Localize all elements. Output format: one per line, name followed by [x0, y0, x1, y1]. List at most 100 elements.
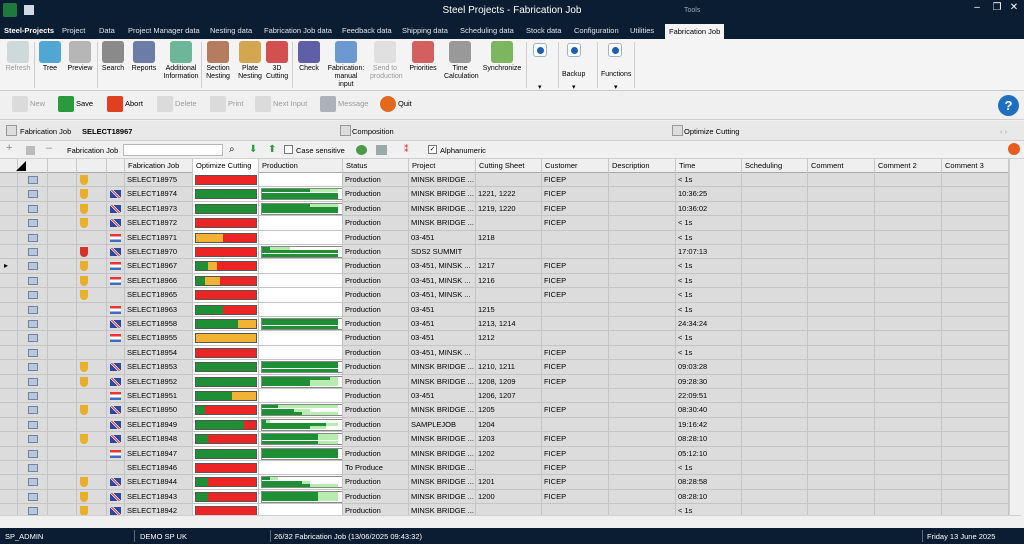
- table-row[interactable]: SELECT18950 Production MINSK BRIDGE ... 120…: [0, 403, 1009, 418]
- cutting-sheet-cell[interactable]: [476, 345, 542, 360]
- description-cell[interactable]: [609, 245, 676, 259]
- time-cell[interactable]: 09:28:30: [676, 374, 742, 388]
- production-cell[interactable]: [259, 273, 343, 288]
- production-cell[interactable]: [259, 446, 343, 460]
- ribbon-additional-information-button[interactable]: Additional Information: [162, 41, 200, 81]
- production-cell[interactable]: [259, 187, 343, 201]
- production-cell[interactable]: [259, 360, 343, 374]
- time-cell[interactable]: < 1s: [676, 288, 742, 302]
- table-row[interactable]: SELECT18970 Production SDS2 SUMMIT 17:07:13: [0, 245, 1009, 260]
- optimize-cutting-cell[interactable]: [193, 374, 259, 388]
- description-cell[interactable]: [609, 475, 676, 489]
- comment-2-cell[interactable]: [875, 331, 942, 345]
- fabrication-job-cell[interactable]: SELECT18952: [125, 374, 193, 388]
- project-cell[interactable]: 03-451, MINSK ...: [409, 259, 476, 273]
- alphanumeric-checkbox[interactable]: ✓: [428, 145, 437, 154]
- add-row-icon[interactable]: +: [6, 142, 13, 154]
- production-cell[interactable]: [259, 374, 343, 388]
- comment-2-cell[interactable]: [875, 245, 942, 259]
- fabrication-job-cell[interactable]: SELECT18942: [125, 504, 193, 515]
- project-cell[interactable]: MINSK BRIDGE ...: [409, 475, 476, 489]
- customer-cell[interactable]: FICEP: [542, 374, 609, 388]
- table-row[interactable]: SELECT18955 Production 03-451 1212 < 1s: [0, 331, 1009, 346]
- production-cell[interactable]: [259, 331, 343, 345]
- status-cell[interactable]: Production: [343, 331, 409, 345]
- time-cell[interactable]: < 1s: [676, 461, 742, 475]
- project-cell[interactable]: MINSK BRIDGE ...: [409, 173, 476, 187]
- status-cell[interactable]: Production: [343, 432, 409, 446]
- optimize-cutting-cell[interactable]: [193, 403, 259, 417]
- save-button[interactable]: Save: [58, 96, 93, 112]
- production-cell[interactable]: [259, 345, 343, 360]
- comment-3-cell[interactable]: [942, 389, 1009, 403]
- scheduling-cell[interactable]: [742, 389, 808, 403]
- customer-cell[interactable]: FICEP: [542, 360, 609, 374]
- cutting-sheet-cell[interactable]: [476, 245, 542, 259]
- project-cell[interactable]: 03-451, MINSK ...: [409, 345, 476, 360]
- status-cell[interactable]: Production: [343, 374, 409, 388]
- comment-cell[interactable]: [808, 187, 875, 201]
- comment-2-cell[interactable]: [875, 389, 942, 403]
- project-cell[interactable]: MINSK BRIDGE ...: [409, 446, 476, 460]
- ribbon-backup-label[interactable]: Backup: [562, 71, 586, 78]
- action-icon[interactable]: [28, 190, 38, 199]
- optimize-cutting-cell[interactable]: [193, 230, 259, 244]
- ribbon-group-icon[interactable]: [608, 43, 622, 57]
- time-cell[interactable]: < 1s: [676, 345, 742, 360]
- action-icon[interactable]: [28, 348, 38, 357]
- cutting-sheet-cell[interactable]: 1219, 1220: [476, 201, 542, 216]
- fabrication-job-cell[interactable]: SELECT18972: [125, 216, 193, 230]
- column-header-description[interactable]: Description: [609, 159, 676, 173]
- time-cell[interactable]: < 1s: [676, 331, 742, 345]
- status-cell[interactable]: Production: [343, 504, 409, 515]
- comment-cell[interactable]: [808, 360, 875, 374]
- message-button[interactable]: Message: [320, 96, 368, 112]
- column-header-comment-2[interactable]: Comment 2: [875, 159, 942, 173]
- ribbon-check-button[interactable]: Check: [296, 41, 322, 73]
- comment-2-cell[interactable]: [875, 417, 942, 432]
- customer-cell[interactable]: FICEP: [542, 403, 609, 417]
- project-cell[interactable]: MINSK BRIDGE ...: [409, 504, 476, 515]
- optimize-cutting-cell[interactable]: [193, 273, 259, 288]
- comment-3-cell[interactable]: [942, 230, 1009, 244]
- table-row[interactable]: SELECT18948 Production MINSK BRIDGE ... 120…: [0, 432, 1009, 447]
- scheduling-cell[interactable]: [742, 187, 808, 201]
- description-cell[interactable]: [609, 461, 676, 475]
- quit-button[interactable]: Quit: [380, 96, 412, 112]
- tab-nesting-data[interactable]: Nesting data: [210, 26, 253, 35]
- comment-3-cell[interactable]: [942, 360, 1009, 374]
- next-input-button[interactable]: Next Input: [255, 96, 307, 112]
- customer-cell[interactable]: FICEP: [542, 475, 609, 489]
- comment-cell[interactable]: [808, 317, 875, 331]
- minimize-icon[interactable]: –: [974, 2, 980, 13]
- description-cell[interactable]: [609, 446, 676, 460]
- composition-tab[interactable]: Composition: [352, 127, 394, 136]
- time-cell[interactable]: 05:12:10: [676, 446, 742, 460]
- scheduling-cell[interactable]: [742, 201, 808, 216]
- tab-project-manager-data[interactable]: Project Manager data: [128, 26, 200, 35]
- ribbon-search-button[interactable]: Search: [100, 41, 126, 73]
- comment-2-cell[interactable]: [875, 216, 942, 230]
- customer-cell[interactable]: [542, 230, 609, 244]
- scheduling-cell[interactable]: [742, 489, 808, 504]
- ribbon-priorities-button[interactable]: Priorities: [408, 41, 438, 73]
- scheduling-cell[interactable]: [742, 360, 808, 374]
- comment-3-cell[interactable]: [942, 403, 1009, 417]
- cutting-sheet-cell[interactable]: 1205: [476, 403, 542, 417]
- time-cell[interactable]: 09:03:28: [676, 360, 742, 374]
- tab-shipping-data[interactable]: Shipping data: [402, 26, 448, 35]
- description-cell[interactable]: [609, 432, 676, 446]
- table-row[interactable]: SELECT18972 Production MINSK BRIDGE ... FIC…: [0, 216, 1009, 231]
- customer-cell[interactable]: FICEP: [542, 288, 609, 302]
- comment-3-cell[interactable]: [942, 173, 1009, 187]
- delete-button[interactable]: Delete: [157, 96, 197, 112]
- production-cell[interactable]: [259, 216, 343, 230]
- comment-cell[interactable]: [808, 345, 875, 360]
- table-row[interactable]: SELECT18965 Production 03-451, MINSK ... FI…: [0, 288, 1009, 303]
- description-cell[interactable]: [609, 288, 676, 302]
- save-row-icon[interactable]: [26, 146, 35, 155]
- ribbon-more-icon[interactable]: ▾: [572, 84, 576, 91]
- comment-cell[interactable]: [808, 230, 875, 244]
- customer-cell[interactable]: [542, 389, 609, 403]
- action-icon[interactable]: [28, 233, 38, 242]
